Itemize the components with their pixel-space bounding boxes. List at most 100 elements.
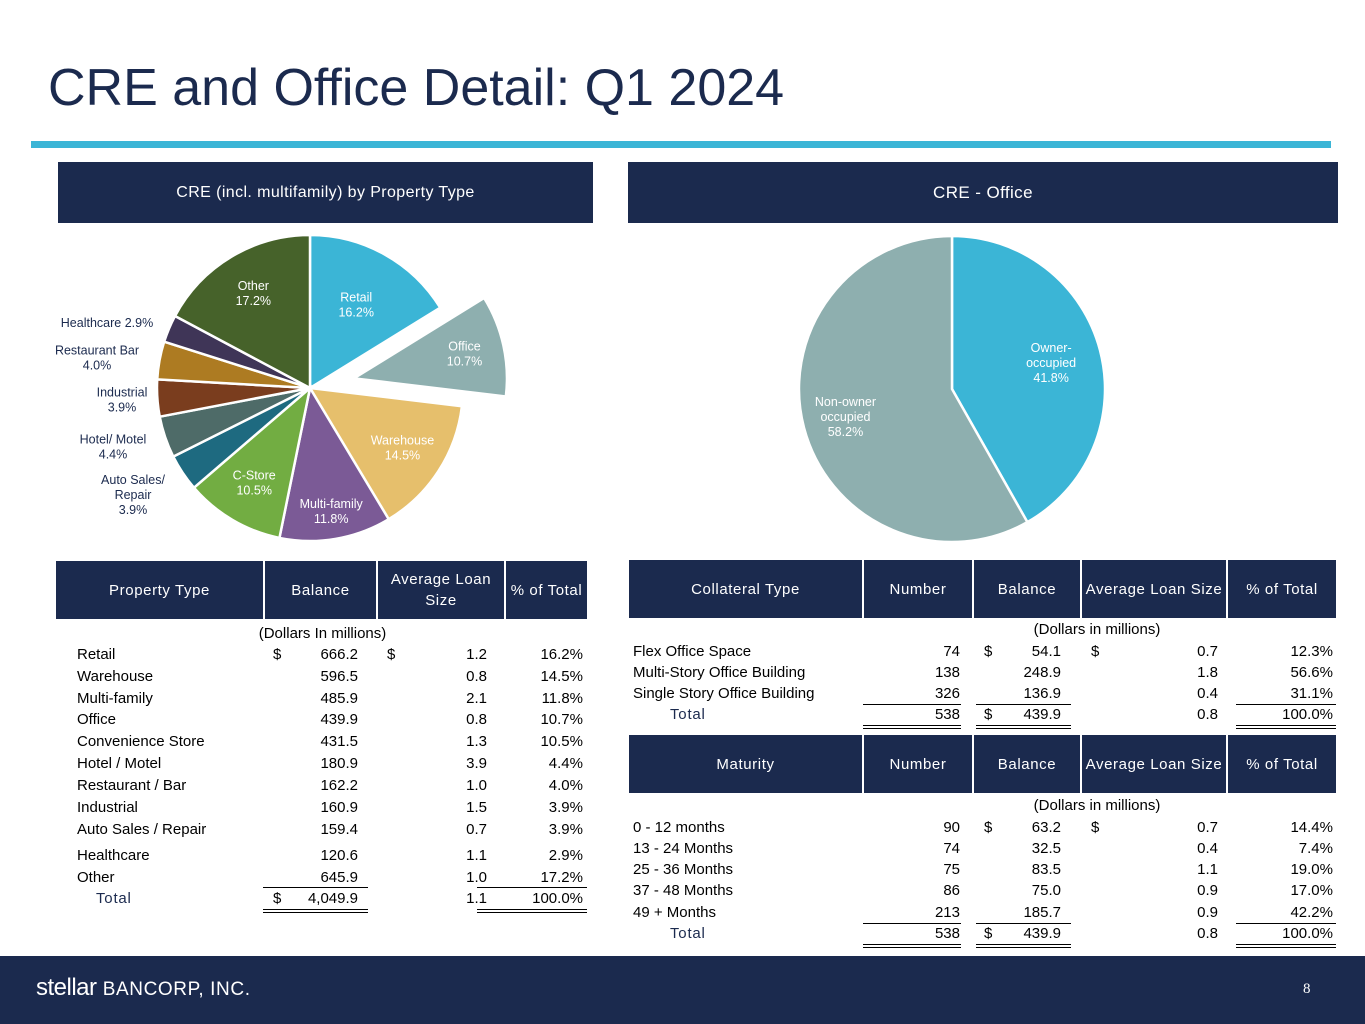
property-row-type: Other: [77, 869, 115, 886]
property-row-avg-loan: 0.7: [466, 821, 487, 838]
property-total-label: Total: [96, 890, 132, 907]
property-type-pie-chart: Retail 16.2% Office 10.7% Warehouse 14.5% Mult…: [55, 233, 509, 543]
property-row-type: Office: [77, 711, 116, 728]
maturity-table-row-pct: 19.0%: [1290, 861, 1333, 878]
property-row-pct: 3.9%: [548, 821, 583, 838]
pie-slice-multi-family: [277, 384, 391, 543]
collateral-table-row-type: Multi-Story Office Building: [633, 664, 806, 681]
logo-word: stellar: [36, 974, 97, 1001]
pie-slice-c-store: [192, 384, 312, 540]
footer-bar: [0, 956, 1365, 1024]
collateral-table-row-number: 326: [934, 685, 960, 702]
collateral-table-row-pct: 12.3%: [1290, 643, 1333, 660]
maturity-table-total-avg-loan: 0.8: [1197, 925, 1218, 942]
maturity-table-row-avg-loan: 0.4: [1197, 840, 1218, 857]
property-row-type: Auto Sales / Repair: [77, 821, 207, 838]
pie-label-owner-occupied: Owner-occupied 41.8%: [1026, 341, 1076, 385]
collateral-table-total-balance: 439.9: [1023, 706, 1061, 723]
property-row-avg-loan: 1.2: [466, 646, 487, 663]
collateral-table-row-number: 74: [943, 643, 960, 660]
maturity-table-row-balance: 63.2: [1031, 819, 1061, 836]
maturity-table-row-pct: 14.4%: [1290, 819, 1333, 836]
property-row-type: Healthcare: [77, 847, 150, 864]
property-total-balance: 4,049.9: [307, 890, 358, 907]
currency-symbol: $: [1091, 643, 1100, 660]
property-row-type: Convenience Store: [77, 733, 205, 750]
left-panel-header: CRE (incl. multifamily) by Property Type: [58, 162, 593, 223]
currency-symbol: $: [984, 706, 993, 723]
property-row-avg-loan: 1.0: [466, 869, 487, 886]
double-underline: [976, 725, 1071, 729]
title-rule: [31, 141, 1331, 148]
pie-label-warehouse: Warehouse 14.5%: [371, 433, 435, 462]
collateral-table-total-pct: 100.0%: [1282, 706, 1333, 723]
property-row-pct: 4.0%: [548, 777, 583, 794]
collateral-table-header-collateral-type: Collateral Type: [629, 560, 862, 618]
property-row-pct: 16.2%: [540, 646, 583, 663]
pie-slice-non-owner-occupied: [797, 234, 1030, 544]
underline: [976, 923, 1071, 924]
currency-symbol: $: [984, 819, 993, 836]
collateral-table-row-type: Flex Office Space: [633, 643, 752, 660]
property-table-subtitle: (Dollars In millions): [258, 625, 387, 642]
pie-label-retail: Retail 16.2%: [338, 291, 373, 320]
property-row-pct: 4.4%: [548, 755, 583, 772]
currency-symbol: $: [1091, 819, 1100, 836]
property-row-avg-loan: 0.8: [466, 668, 487, 685]
property-row-pct: 14.5%: [540, 668, 583, 685]
maturity-table-row-avg-loan: 1.1: [1197, 861, 1218, 878]
property-row-avg-loan: 1.5: [466, 799, 487, 816]
double-underline: [863, 725, 961, 729]
maturity-table-row-pct: 7.4%: [1298, 840, 1333, 857]
property-row-avg-loan: 1.3: [466, 733, 487, 750]
property-table-header-of-total: % of Total: [506, 561, 587, 619]
property-row-type: Hotel / Motel: [77, 755, 162, 772]
collateral-table-row-number: 138: [934, 664, 960, 681]
collateral-table-header-balance: Balance: [974, 560, 1080, 618]
maturity-table-row-balance: 185.7: [1023, 904, 1061, 921]
currency-symbol: $: [273, 890, 282, 907]
collateral-table-row-balance: 136.9: [1023, 685, 1061, 702]
pie-label-hotel-motel: Hotel/ Motel 4.4%: [80, 433, 147, 462]
maturity-table-total-balance: 439.9: [1023, 925, 1061, 942]
maturity-table-row-balance: 83.5: [1031, 861, 1061, 878]
double-underline: [863, 944, 961, 948]
maturity-table-header-of-total: % of Total: [1228, 735, 1336, 793]
property-row-balance: 159.4: [320, 821, 358, 838]
currency-symbol: $: [984, 643, 993, 660]
double-underline: [477, 909, 587, 913]
collateral-table-row-avg-loan: 1.8: [1197, 664, 1218, 681]
property-row-type: Industrial: [77, 799, 138, 816]
collateral-table-total-number: 538: [934, 706, 960, 723]
property-row-pct: 2.9%: [548, 847, 583, 864]
property-row-type: Warehouse: [77, 668, 154, 685]
underline: [263, 887, 368, 888]
collateral-table-row-type: Single Story Office Building: [633, 685, 815, 702]
double-underline: [263, 909, 368, 913]
maturity-table-total-number: 538: [934, 925, 960, 942]
currency-symbol: $: [387, 646, 396, 663]
property-row-balance: 596.5: [320, 668, 358, 685]
pie-label-industrial: Industrial 3.9%: [97, 386, 148, 415]
pie-label-c-store: C-Store 10.5%: [233, 468, 276, 497]
property-row-balance: 645.9: [320, 869, 358, 886]
logo-sub: BANCORP, INC.: [102, 979, 251, 1000]
maturity-table-row-avg-loan: 0.9: [1197, 882, 1218, 899]
maturity-table-row-balance: 32.5: [1031, 840, 1061, 857]
maturity-table-row-number: 213: [934, 904, 960, 921]
collateral-table-total-avg-loan: 0.8: [1197, 706, 1218, 723]
collateral-table-row-pct: 31.1%: [1290, 685, 1333, 702]
maturity-table-row-number: 75: [943, 861, 960, 878]
property-table-header-property-type: Property Type: [56, 561, 263, 619]
maturity-table-row-type: 25 - 36 Months: [633, 861, 734, 878]
property-row-type: Multi-family: [77, 690, 153, 707]
maturity-table-header-average-loan-size: Average Loan Size: [1082, 735, 1226, 793]
pie-label-office: Office 10.7%: [447, 339, 482, 368]
maturity-table-total-pct: 100.0%: [1282, 925, 1333, 942]
maturity-table-row-pct: 42.2%: [1290, 904, 1333, 921]
property-row-type: Restaurant / Bar: [77, 777, 187, 794]
maturity-table-row-type: 49 + Months: [633, 904, 716, 921]
pie-slice-office: [350, 296, 509, 398]
property-table-header-balance: Balance: [265, 561, 376, 619]
maturity-table-row-number: 86: [943, 882, 960, 899]
